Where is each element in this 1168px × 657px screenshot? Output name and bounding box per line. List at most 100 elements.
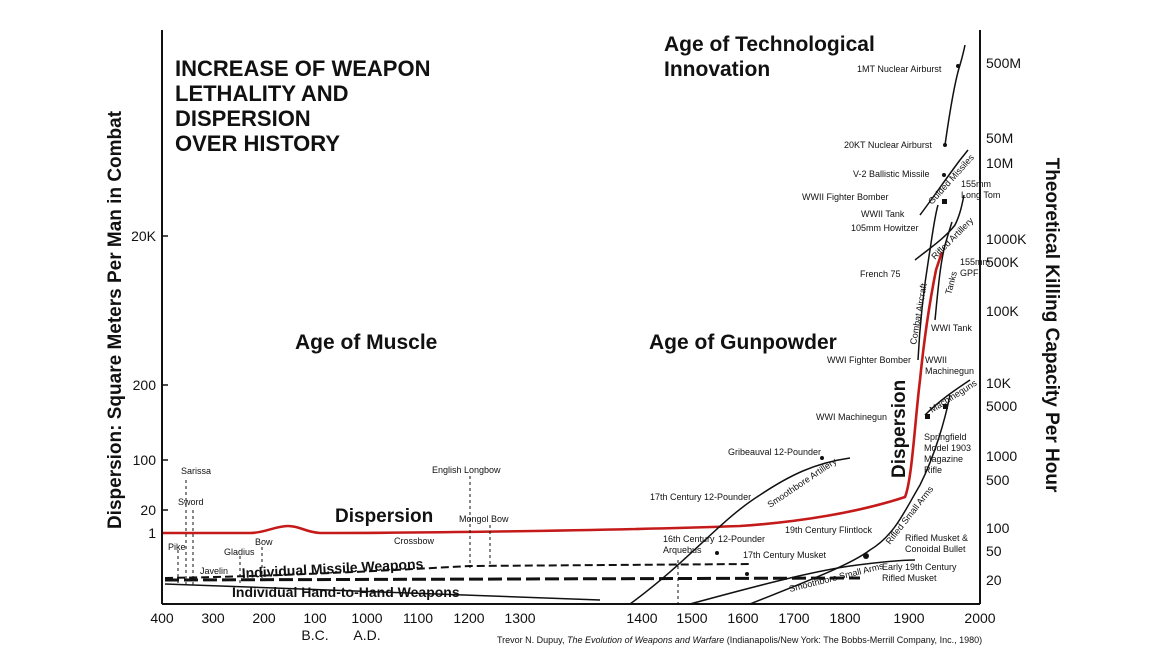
y-right-tick-label: 1000K xyxy=(986,231,1027,247)
marker-20kt xyxy=(943,143,947,147)
annotation-gribeauval: Gribeauval 12-Pounder xyxy=(728,447,821,457)
y-right-tick-label: 100 xyxy=(986,520,1010,536)
marker-1mt xyxy=(956,64,960,68)
annotation-mongol-bow: Mongol Bow xyxy=(459,514,509,524)
annotation-line: Springfield xyxy=(924,432,967,442)
annotation-french75: French 75 xyxy=(860,269,901,279)
y-right-tick-label: 500M xyxy=(986,55,1021,71)
y-left-tick-label: 20K xyxy=(131,228,157,244)
source-title: The Evolution of Weapons and Warfare xyxy=(567,635,724,645)
y-right-tick-label: 10K xyxy=(986,375,1012,391)
guided-missiles-curve xyxy=(919,149,969,216)
x-tick-label: 1900 xyxy=(893,610,924,626)
marker-musket17 xyxy=(745,572,749,576)
annotation-line: Machinegun xyxy=(925,366,974,376)
y-left-tick-label: 1 xyxy=(148,525,156,541)
age-innovation: Innovation xyxy=(664,58,770,81)
y-right-tick-label: 20 xyxy=(986,572,1002,588)
dispersion-label-vertical: Dispersion xyxy=(889,380,910,478)
x-tick-label: 1000 xyxy=(351,610,382,626)
x-tick-label: 1400 xyxy=(626,610,657,626)
weapon-annotations: Sarissa Sword Pike Bow Gladius Javelin E… xyxy=(168,64,972,576)
annotation-wwii-tank: WWII Tank xyxy=(861,209,905,219)
source-citation: Trevor N. Dupuy, The Evolution of Weapon… xyxy=(497,635,982,645)
x-tick-label: 1700 xyxy=(778,610,809,626)
y-right-tick-label: 5000 xyxy=(986,398,1017,414)
era-label-ad: A.D. xyxy=(353,627,380,643)
x-tick-label: 400 xyxy=(150,610,174,626)
annotation-musket17: 17th Century Musket xyxy=(743,550,827,560)
source-author: Trevor N. Dupuy, xyxy=(497,635,567,645)
x-tick-label: 100 xyxy=(303,610,327,626)
annotation-line: Magazine xyxy=(924,454,963,464)
point-markers xyxy=(715,64,960,576)
title-line-3: DISPERSION xyxy=(175,106,311,131)
y-right-tick-label: 10M xyxy=(986,155,1013,171)
x-tick-label: 1300 xyxy=(504,610,535,626)
annotation-line: 16th Century xyxy=(663,534,715,544)
hand-to-hand-solid xyxy=(164,583,601,601)
gunpowder-curves xyxy=(629,44,971,605)
annotation-sarissa: Sarissa xyxy=(181,466,211,476)
x-tick-label: 200 xyxy=(252,610,276,626)
annotation-bow: Bow xyxy=(255,537,273,547)
marker-pounder16 xyxy=(715,551,719,555)
annotation-20kt: 20KT Nuclear Airburst xyxy=(844,140,932,150)
title-line-4: OVER HISTORY xyxy=(175,131,340,156)
x-tick-label: 2000 xyxy=(964,610,995,626)
machineguns-label: Machineguns xyxy=(928,378,979,415)
annotation-line: 155mm xyxy=(961,179,991,189)
nuclear-curve xyxy=(944,44,966,146)
x-tick-label: 1100 xyxy=(403,610,433,626)
rifled-artillery-curve xyxy=(914,194,965,261)
source-publisher: (Indianapolis/New York: The Bobbs-Merril… xyxy=(724,635,982,645)
rifled-artillery-label: Rifled Artillery xyxy=(929,215,975,261)
rifled-small-arms-curve xyxy=(749,394,951,605)
missile-weapons-line xyxy=(164,563,751,579)
ancient-weapon-lines xyxy=(164,476,861,604)
annotation-line: WWII xyxy=(925,355,947,365)
marker-flintlock xyxy=(863,553,869,559)
annotation-wwii-fighter: WWII Fighter Bomber xyxy=(802,192,889,202)
combat-aircraft-curve xyxy=(917,204,939,361)
x-tick-label: 300 xyxy=(201,610,225,626)
marker-v2-square xyxy=(942,199,947,204)
annotation-howitzer: 105mm Howitzer xyxy=(851,223,919,233)
annotation-sword: Sword xyxy=(178,497,204,507)
age-of-gunpowder: Age of Gunpowder xyxy=(649,331,837,354)
x-tick-label: 1500 xyxy=(676,610,707,626)
annotation-longbow: English Longbow xyxy=(432,465,501,475)
annotation-v2: V-2 Ballistic Missile xyxy=(853,169,930,179)
annotation-line: Rifled Musket xyxy=(882,573,937,583)
dispersion-label-bottom: Dispersion xyxy=(335,506,433,527)
era-label-bc: B.C. xyxy=(301,627,328,643)
smoothbore-small-arms-curve xyxy=(689,559,916,605)
annotation-gpf: 155mm GPF xyxy=(960,257,990,278)
annotation-longtom: 155mm Long Tom xyxy=(961,179,1000,200)
y-right-tick-label: 1000 xyxy=(986,448,1017,464)
y-right-tick-label: 500 xyxy=(986,472,1010,488)
y-right-ticks: 500M 50M 10M 1000K 500K 100K 10K 5000 10… xyxy=(986,55,1027,588)
annotation-arquebus: 16th Century Arquebus xyxy=(663,534,715,555)
dispersion-curve xyxy=(163,251,944,535)
x-ticks: 400 300 200 100 1000 1100 1200 1300 1400… xyxy=(150,610,995,643)
annotation-line: Rifled Musket & xyxy=(905,533,968,543)
annotation-1mt: 1MT Nuclear Airburst xyxy=(857,64,942,74)
annotation-line: Early 19th Century xyxy=(882,562,957,572)
x-tick-label: 1600 xyxy=(727,610,758,626)
annotation-flintlock: 19th Century Flintlock xyxy=(785,525,873,535)
smoothbore-artillery-label: Smoothbore Artillery xyxy=(766,456,839,510)
y-left-tick-label: 200 xyxy=(133,377,157,393)
annotation-pike: Pike xyxy=(168,542,186,552)
annotation-line: 155mm xyxy=(960,257,990,267)
machineguns-curve xyxy=(924,379,971,416)
annotation-wwi-tank: WWI Tank xyxy=(931,323,972,333)
tanks-label: Tanks xyxy=(943,270,959,296)
annotation-early19: Early 19th Century Rifled Musket xyxy=(882,562,957,583)
annotation-pounder16: 12-Pounder xyxy=(718,534,765,544)
annotation-springfield: Springfield Model 1903 Magazine Rifle xyxy=(924,432,971,475)
marker-v2 xyxy=(942,173,946,177)
y-right-tick-label: 50M xyxy=(986,130,1013,146)
